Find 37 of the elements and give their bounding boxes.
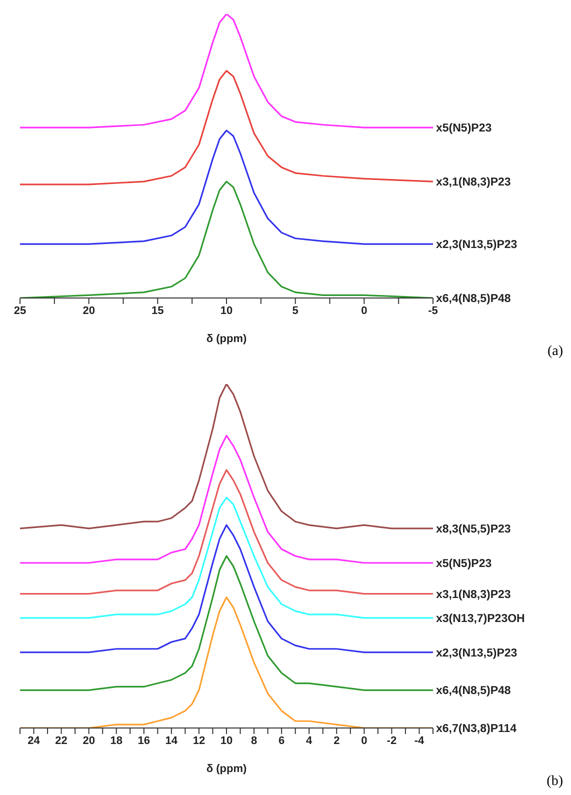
x-tick-label: 18 bbox=[110, 734, 122, 747]
x-tick-label: 20 bbox=[82, 304, 95, 317]
text: (a) bbox=[546, 344, 563, 360]
x-tick-label: 4 bbox=[306, 734, 314, 747]
x-tick-label: -5 bbox=[428, 304, 438, 317]
x-tick-label: -4 bbox=[414, 734, 426, 747]
x-axis-title: δ (ppm) bbox=[206, 763, 247, 775]
x-tick-label: 14 bbox=[165, 734, 178, 747]
x-tick-label: 6 bbox=[278, 734, 285, 747]
series-label: x3(N13,7)P23OH bbox=[436, 612, 525, 625]
x-tick-label: 12 bbox=[192, 734, 206, 747]
series-label: x2,3(N13,5)P23 bbox=[436, 239, 518, 252]
series-label: x8,3(N5,5)P23 bbox=[436, 523, 511, 536]
x-tick-label: 0 bbox=[361, 304, 368, 317]
x-tick-label: 8 bbox=[250, 734, 258, 747]
x-tick-label: 10 bbox=[220, 734, 233, 747]
x-axis-title: δ (ppm) bbox=[206, 333, 247, 345]
x-tick-label: 20 bbox=[82, 734, 95, 747]
text: (b) bbox=[546, 774, 563, 790]
series-label: x5(N5)P23 bbox=[436, 558, 492, 570]
x-tick-label: 5 bbox=[292, 304, 298, 317]
x-tick-label: -2 bbox=[386, 734, 397, 747]
x-tick-label: 22 bbox=[55, 734, 68, 747]
x-tick-label: 0 bbox=[361, 734, 368, 747]
series-label: x6,4(N8,5)P48 bbox=[436, 293, 512, 305]
series-label: x3,1(N8,3)P23 bbox=[436, 588, 511, 601]
series-label: x3,1(N8,3)P23 bbox=[436, 176, 511, 189]
x-tick-label: 10 bbox=[220, 304, 233, 317]
x-tick-label: 25 bbox=[14, 304, 26, 317]
x-tick-label: 24 bbox=[28, 734, 41, 747]
series-label: x6,7(N3,8)P114 bbox=[436, 723, 518, 735]
x-tick-label: 15 bbox=[152, 304, 164, 317]
series-label: x5(N5)P23 bbox=[436, 122, 492, 135]
series-label: x2,3(N13,5)P23 bbox=[436, 647, 518, 660]
x-tick-label: 16 bbox=[138, 734, 150, 747]
series-label: x6,4(N8,5)P48 bbox=[436, 685, 512, 698]
x-tick-label: 2 bbox=[334, 734, 340, 747]
